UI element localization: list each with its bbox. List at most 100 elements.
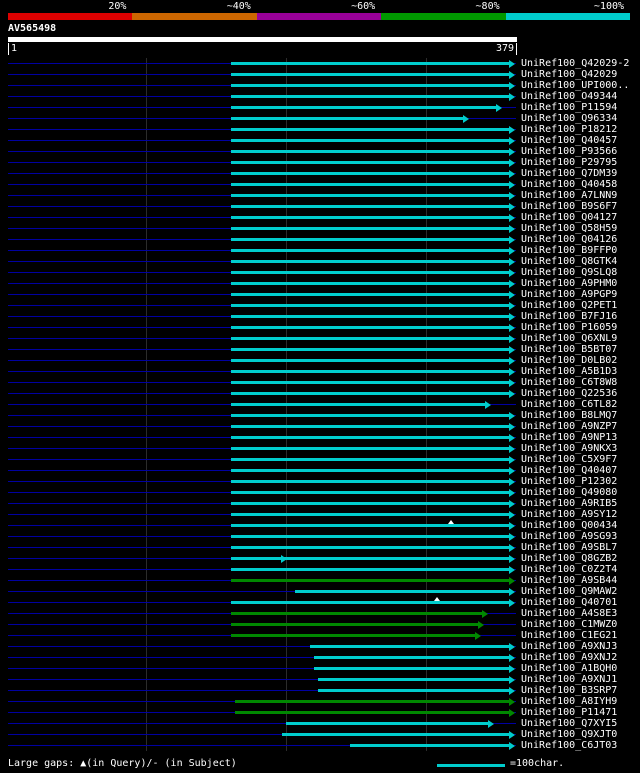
hit-label[interactable]: UniRef100_Q42029 xyxy=(521,69,618,80)
hit-bar[interactable] xyxy=(230,117,464,120)
hit-label[interactable]: UniRef100_A7LNN9 xyxy=(521,190,618,201)
hit-row[interactable]: UniRef100_Q7XYI5 xyxy=(0,718,640,729)
hit-row[interactable]: UniRef100_Q2PET1 xyxy=(0,300,640,311)
hit-bar[interactable] xyxy=(313,667,509,670)
hit-label[interactable]: UniRef100_C6TL82 xyxy=(521,399,618,410)
hit-bar[interactable] xyxy=(230,414,509,417)
hit-row[interactable]: UniRef100_A9SG93 xyxy=(0,531,640,542)
hit-label[interactable]: UniRef100_B8LMQ7 xyxy=(521,410,618,421)
hit-row[interactable]: UniRef100_C6T8W8 xyxy=(0,377,640,388)
hit-row[interactable]: UniRef100_B8LMQ7 xyxy=(0,410,640,421)
hit-bar[interactable] xyxy=(230,601,509,604)
hit-row[interactable]: UniRef100_B5BT07 xyxy=(0,344,640,355)
hit-row[interactable]: UniRef100_Q49080 xyxy=(0,487,640,498)
hit-label[interactable]: UniRef100_Q40458 xyxy=(521,179,618,190)
hit-bar[interactable] xyxy=(230,337,509,340)
hit-row[interactable]: UniRef100_P11594 xyxy=(0,102,640,113)
hit-label[interactable]: UniRef100_Q2PET1 xyxy=(521,300,618,311)
hit-row[interactable]: UniRef100_P12302 xyxy=(0,476,640,487)
hit-bar[interactable] xyxy=(230,260,509,263)
hit-bar[interactable] xyxy=(230,84,509,87)
hit-bar[interactable] xyxy=(230,348,509,351)
hit-bar[interactable] xyxy=(230,403,485,406)
hit-bar[interactable] xyxy=(234,711,509,714)
hit-label[interactable]: UniRef100_A9NKX3 xyxy=(521,443,618,454)
hit-row[interactable]: UniRef100_B3SRP7 xyxy=(0,685,640,696)
hit-bar[interactable] xyxy=(230,315,509,318)
hit-label[interactable]: UniRef100_Q04126 xyxy=(521,234,618,245)
hit-bar[interactable] xyxy=(230,183,509,186)
hit-row[interactable]: UniRef100_B9FFP0 xyxy=(0,245,640,256)
hit-row[interactable]: UniRef100_A9SBL7 xyxy=(0,542,640,553)
hit-bar[interactable] xyxy=(230,535,509,538)
hit-bar[interactable] xyxy=(230,73,509,76)
hit-row[interactable]: UniRef100_A9PGP9 xyxy=(0,289,640,300)
hit-row[interactable]: UniRef100_C0Z2T4 xyxy=(0,564,640,575)
hit-row[interactable]: UniRef100_Q04126 xyxy=(0,234,640,245)
hit-bar[interactable] xyxy=(285,722,488,725)
hit-label[interactable]: UniRef100_A9XNJ3 xyxy=(521,641,618,652)
hit-bar[interactable] xyxy=(230,469,509,472)
hit-bar[interactable] xyxy=(234,700,509,703)
hit-bar[interactable] xyxy=(230,612,483,615)
hit-bar[interactable] xyxy=(230,238,509,241)
hit-bar[interactable] xyxy=(230,293,509,296)
hit-bar[interactable] xyxy=(230,304,509,307)
hit-bar[interactable] xyxy=(230,282,509,285)
hit-label[interactable]: UniRef100_A9SG93 xyxy=(521,531,618,542)
hit-row[interactable]: UniRef100_A5B1D3 xyxy=(0,366,640,377)
hit-bar[interactable] xyxy=(317,678,509,681)
hit-row[interactable]: UniRef100_P11471 xyxy=(0,707,640,718)
hit-bar[interactable] xyxy=(230,634,476,637)
hit-row[interactable]: UniRef100_C6JT03 xyxy=(0,740,640,751)
hit-label[interactable]: UniRef100_Q8GZB2 xyxy=(521,553,618,564)
hit-row[interactable]: UniRef100_A1BQH0 xyxy=(0,663,640,674)
hit-row[interactable]: UniRef100_A9NKX3 xyxy=(0,443,640,454)
hit-bar[interactable] xyxy=(230,271,509,274)
hit-bar[interactable] xyxy=(230,128,509,131)
hit-row[interactable]: UniRef100_A9XNJ1 xyxy=(0,674,640,685)
hit-row[interactable]: UniRef100_C1MWZ0 xyxy=(0,619,640,630)
hit-bar[interactable] xyxy=(230,150,509,153)
hit-label[interactable]: UniRef100_P18212 xyxy=(521,124,618,135)
hit-row[interactable]: UniRef100_Q96334 xyxy=(0,113,640,124)
hit-label[interactable]: UniRef100_B9S6F7 xyxy=(521,201,618,212)
hit-row[interactable]: UniRef100_A9SY12 xyxy=(0,509,640,520)
hit-bar[interactable] xyxy=(230,579,509,582)
hit-label[interactable]: UniRef100_A9PGP9 xyxy=(521,289,618,300)
hit-bar[interactable] xyxy=(230,359,509,362)
hit-bar[interactable] xyxy=(313,656,509,659)
hit-row[interactable]: UniRef100_Q9XJT0 xyxy=(0,729,640,740)
hit-label[interactable]: UniRef100_A9PHM0 xyxy=(521,278,618,289)
hit-row[interactable]: UniRef100_Q58H59 xyxy=(0,223,640,234)
hit-row[interactable]: UniRef100_Q6XNL9 xyxy=(0,333,640,344)
hit-row[interactable]: UniRef100_C5X9F7 xyxy=(0,454,640,465)
hit-row[interactable]: UniRef100_Q40701 xyxy=(0,597,640,608)
hit-label[interactable]: UniRef100_B7FJ16 xyxy=(521,311,618,322)
hit-row[interactable]: UniRef100_A9NP13 xyxy=(0,432,640,443)
hit-row[interactable]: UniRef100_Q40458 xyxy=(0,179,640,190)
hit-row[interactable]: UniRef100_A9SB44 xyxy=(0,575,640,586)
hit-row[interactable]: UniRef100_P93566 xyxy=(0,146,640,157)
hit-label[interactable]: UniRef100_A8IYH9 xyxy=(521,696,618,707)
hit-label[interactable]: UniRef100_C6T8W8 xyxy=(521,377,618,388)
hit-label[interactable]: UniRef100_Q40457 xyxy=(521,135,618,146)
hit-label[interactable]: UniRef100_Q40407 xyxy=(521,465,618,476)
hit-bar[interactable] xyxy=(230,502,509,505)
hit-label[interactable]: UniRef100_C0Z2T4 xyxy=(521,564,618,575)
hit-label[interactable]: UniRef100_A9NP13 xyxy=(521,432,618,443)
hit-label[interactable]: UniRef100_D0LB02 xyxy=(521,355,618,366)
hit-label[interactable]: UniRef100_A9XNJ2 xyxy=(521,652,618,663)
hit-bar[interactable] xyxy=(230,524,509,527)
hit-row[interactable]: UniRef100_B9S6F7 xyxy=(0,201,640,212)
hit-label[interactable]: UniRef100_A9RIB5 xyxy=(521,498,618,509)
hit-row[interactable]: UniRef100_C1EG21 xyxy=(0,630,640,641)
hit-row[interactable]: UniRef100_B7FJ16 xyxy=(0,311,640,322)
hit-row[interactable]: UniRef100_Q22536 xyxy=(0,388,640,399)
hit-row[interactable]: UniRef100_P29795 xyxy=(0,157,640,168)
hit-label[interactable]: UniRef100_Q22536 xyxy=(521,388,618,399)
hit-label[interactable]: UniRef100_C1EG21 xyxy=(521,630,618,641)
hit-label[interactable]: UniRef100_P12302 xyxy=(521,476,618,487)
hit-row[interactable]: UniRef100_A8IYH9 xyxy=(0,696,640,707)
hit-label[interactable]: UniRef100_Q6XNL9 xyxy=(521,333,618,344)
